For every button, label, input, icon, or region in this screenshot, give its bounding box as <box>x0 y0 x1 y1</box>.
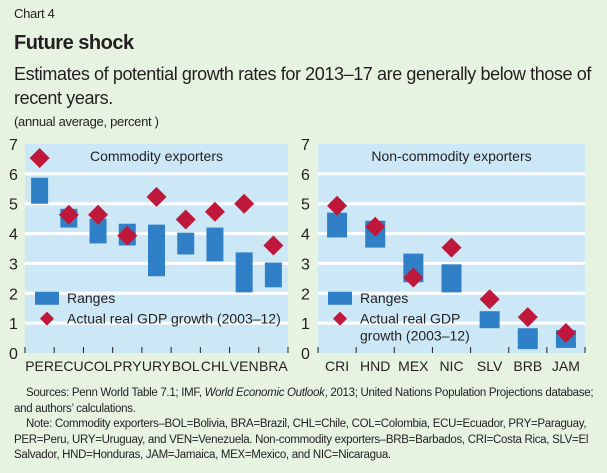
actual-growth-marker-ecu <box>58 204 79 225</box>
chart-subtitle: Estimates of potential growth rates for … <box>14 64 591 108</box>
x-tick-label: ECU <box>54 358 84 374</box>
actual-growth-marker-per <box>29 148 50 169</box>
range-bar-col <box>89 218 107 244</box>
legend-ranges-label: Ranges <box>67 290 115 306</box>
range-bar-nic <box>441 264 462 293</box>
x-tick-label: HND <box>360 358 390 374</box>
legend-actual-diamond <box>333 311 347 326</box>
actual-growth-marker-bol <box>175 209 196 230</box>
y-tick-label: 7 <box>301 137 310 154</box>
actual-growth-marker-pry <box>117 225 138 246</box>
y-tick-label: 2 <box>301 286 310 303</box>
panel-title: Non-commodity exporters <box>371 148 531 164</box>
x-tick-label: VEN <box>230 358 259 374</box>
panel-non-commodity <box>317 144 586 353</box>
x-tick-label: CHL <box>201 358 229 374</box>
actual-growth-marker-nic <box>441 237 462 258</box>
x-tick-label: MEX <box>398 358 429 374</box>
unit-label: (annual average, percent ) <box>14 114 159 129</box>
chart-title: Future shock <box>14 32 134 54</box>
x-tick-label: BOL <box>172 358 200 374</box>
y-tick-label: 1 <box>301 316 310 333</box>
range-bar-brb <box>517 328 538 350</box>
y-tick-label: 2 <box>9 286 18 303</box>
x-tick-label: PRY <box>113 358 142 374</box>
y-tick-label: 3 <box>301 256 310 273</box>
abbreviations-note: Note: Commodity exporters–BOL=Bolivia, B… <box>14 418 589 461</box>
x-tick-label: NIC <box>439 358 463 374</box>
chart-area: 0 1 2 3 4 5 6 7 Commodity exporters PER ECU COL PRY U… <box>9 137 586 374</box>
panel-commodity <box>24 144 289 353</box>
range-bar-bol <box>177 232 195 255</box>
y-tick-label: 3 <box>9 256 18 273</box>
x-tick-label: URY <box>142 358 172 374</box>
y-tick-label: 6 <box>301 167 310 184</box>
actual-growth-marker-ven <box>234 193 255 214</box>
range-bar-ury <box>148 224 165 277</box>
legend-actual-diamond <box>40 311 54 326</box>
actual-growth-marker-cri <box>327 195 348 216</box>
legend-actual-label-line2: growth (2003–12) <box>360 328 470 344</box>
y-tick-label: 0 <box>301 346 310 363</box>
x-tick-label: JAM <box>552 358 580 374</box>
x-tick-label: PER <box>25 358 54 374</box>
actual-growth-marker-mex <box>403 267 424 288</box>
actual-growth-marker-brb <box>517 307 538 328</box>
y-tick-label: 5 <box>9 197 18 214</box>
actual-growth-marker-slv <box>479 289 500 310</box>
y-tick-label: 4 <box>301 227 310 244</box>
x-tick-label: CRI <box>325 358 349 374</box>
legend-actual-label: Actual real GDP growth (2003–12) <box>67 311 281 327</box>
x-tick-label: BRB <box>513 358 542 374</box>
range-bar-ven <box>235 252 253 293</box>
y-tick-label: 5 <box>301 197 310 214</box>
legend-ranges-label: Ranges <box>360 290 408 306</box>
x-tick-label: BRA <box>259 358 288 374</box>
panel-title: Commodity exporters <box>90 148 223 164</box>
y-tick-label: 6 <box>9 167 18 184</box>
y-tick-label: 0 <box>9 346 18 363</box>
legend-range-swatch <box>328 291 352 305</box>
actual-growth-marker-ury <box>146 186 167 207</box>
x-tick-label: SLV <box>477 358 503 374</box>
range-bar-bra <box>264 262 282 288</box>
y-tick-label: 1 <box>9 316 18 333</box>
y-tick-label: 4 <box>9 227 18 244</box>
y-tick-label: 7 <box>9 137 18 154</box>
x-tick-label: COL <box>84 358 113 374</box>
legend-actual-label-line1: Actual real GDP <box>360 311 460 327</box>
chart-number: Chart 4 <box>14 6 55 21</box>
range-bar-slv <box>479 311 500 329</box>
legend-range-swatch <box>35 291 59 305</box>
range-bar-chl <box>206 227 224 262</box>
range-bar-per <box>31 177 49 204</box>
sources-note: Sources: Penn World Table 7.1; IMF, Worl… <box>14 387 594 415</box>
footer-notes: Sources: Penn World Table 7.1; IMF, Worl… <box>14 386 599 464</box>
actual-growth-marker-col <box>88 204 109 225</box>
actual-growth-marker-bra <box>263 235 284 256</box>
range-bar-cri <box>327 212 348 238</box>
actual-growth-marker-hnd <box>365 216 386 237</box>
actual-growth-marker-jam <box>555 322 576 343</box>
actual-growth-marker-chl <box>204 201 225 222</box>
